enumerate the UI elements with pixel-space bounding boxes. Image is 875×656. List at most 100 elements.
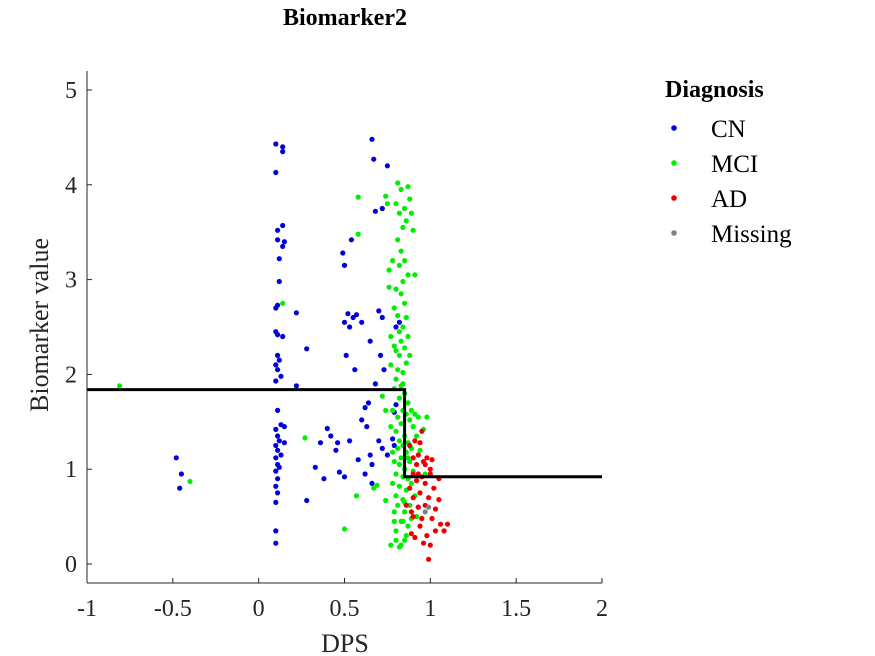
axes	[86, 71, 602, 584]
data-point	[415, 452, 421, 458]
data-point	[408, 210, 414, 216]
data-point	[408, 509, 414, 515]
data-point	[393, 493, 399, 499]
data-point	[412, 272, 418, 278]
data-point	[432, 506, 439, 512]
data-point	[371, 485, 377, 491]
data-point	[391, 305, 397, 311]
data-point	[273, 141, 279, 147]
data-point	[395, 367, 401, 373]
data-point	[393, 537, 399, 543]
data-point	[293, 310, 299, 316]
data-point	[273, 169, 279, 176]
data-point	[444, 521, 451, 527]
data-point	[317, 440, 324, 446]
data-point	[388, 362, 394, 368]
data-point	[371, 156, 377, 162]
legend-marker-missing	[671, 230, 677, 236]
data-point	[280, 149, 286, 155]
data-point	[419, 428, 425, 434]
data-point	[341, 474, 348, 480]
data-point	[415, 504, 421, 510]
legend: Diagnosis CN MCI AD Missing	[665, 77, 792, 248]
threshold-step	[87, 388, 602, 479]
data-point	[276, 357, 282, 363]
data-point	[386, 267, 392, 273]
data-point	[407, 196, 413, 202]
data-point	[410, 424, 416, 430]
legend-label-ad: AD	[711, 186, 747, 213]
data-point	[393, 428, 399, 434]
data-point	[403, 314, 409, 321]
data-point	[275, 447, 281, 453]
data-point	[388, 542, 394, 548]
data-point	[429, 457, 435, 463]
data-point	[395, 237, 401, 243]
data-point	[402, 258, 408, 264]
data-point	[391, 509, 397, 515]
data-point	[302, 435, 308, 441]
data-point	[402, 345, 408, 351]
data-point	[426, 495, 432, 501]
data-point	[376, 308, 382, 314]
data-point	[273, 483, 279, 489]
data-point	[280, 243, 286, 249]
x-tick-label: 1	[424, 596, 436, 622]
data-point	[414, 478, 420, 484]
chart-title: Biomarker2	[283, 5, 407, 31]
data-point	[398, 542, 404, 548]
data-point	[395, 414, 401, 420]
data-point	[393, 471, 399, 477]
data-point	[393, 402, 399, 408]
data-point	[407, 352, 413, 358]
data-point	[321, 476, 327, 482]
legend-marker-cn	[671, 125, 677, 131]
data-point	[427, 542, 433, 548]
data-point	[396, 461, 402, 468]
data-point	[414, 433, 420, 439]
data-point	[412, 534, 418, 541]
data-point	[410, 495, 416, 501]
data-point	[281, 440, 287, 446]
data-point	[384, 201, 390, 207]
x-axis-label: DPS	[321, 629, 369, 656]
data-point	[436, 497, 442, 503]
data-point	[415, 414, 421, 420]
data-point	[278, 452, 284, 458]
data-point	[276, 438, 282, 444]
data-point	[293, 383, 299, 389]
data-point	[408, 480, 414, 486]
data-point	[422, 509, 428, 515]
data-point	[372, 208, 378, 214]
x-tick-label: -1	[77, 596, 97, 622]
data-point	[398, 455, 404, 461]
data-point	[396, 438, 402, 444]
data-point	[341, 262, 348, 268]
data-point	[281, 239, 287, 245]
data-point	[372, 381, 378, 387]
data-point	[395, 180, 401, 186]
data-point	[383, 193, 389, 199]
data-point	[414, 461, 420, 468]
data-point	[275, 237, 281, 243]
data-point	[275, 332, 281, 338]
data-point	[396, 352, 402, 358]
data-point	[396, 319, 402, 325]
data-point	[328, 433, 334, 439]
data-point	[393, 201, 399, 207]
y-tick-label: 0	[65, 552, 77, 578]
data-point	[280, 144, 286, 150]
data-point	[395, 502, 401, 508]
data-point	[273, 540, 279, 546]
legend-marker-mci	[671, 160, 677, 166]
data-point	[353, 312, 360, 318]
data-point	[324, 425, 330, 432]
data-point	[405, 333, 411, 340]
data-point	[377, 352, 384, 358]
data-point	[402, 300, 408, 306]
data-point	[273, 362, 279, 368]
data-point	[405, 523, 411, 529]
data-point	[407, 417, 413, 423]
data-point	[427, 466, 433, 472]
